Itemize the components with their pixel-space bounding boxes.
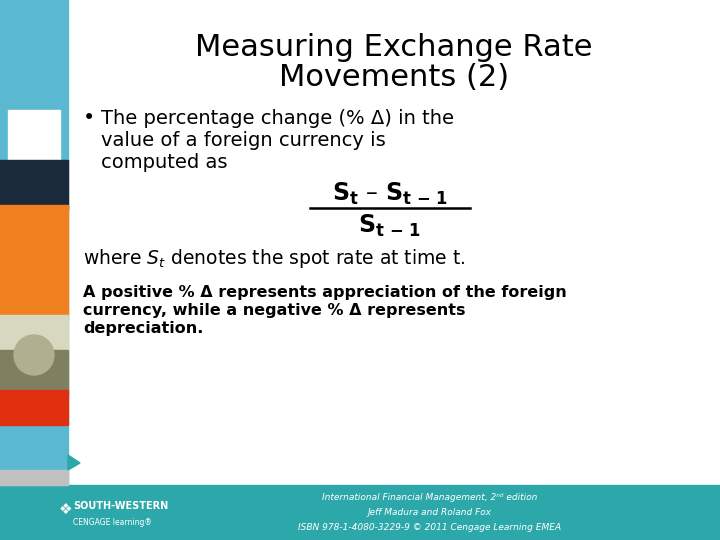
Bar bbox=[0, 350, 68, 395]
Bar bbox=[0, 160, 68, 210]
Bar bbox=[0, 485, 720, 540]
Text: Jeff Madura and Roland Fox: Jeff Madura and Roland Fox bbox=[368, 508, 492, 517]
Circle shape bbox=[14, 335, 54, 375]
Text: CENGAGE learning®: CENGAGE learning® bbox=[73, 518, 152, 527]
Text: $\mathbf{S_{t\,-\,1}}$: $\mathbf{S_{t\,-\,1}}$ bbox=[359, 213, 421, 239]
Text: International Financial Management, 2ⁿᵈ edition: International Financial Management, 2ⁿᵈ … bbox=[323, 492, 538, 502]
Bar bbox=[0, 0, 68, 485]
Text: computed as: computed as bbox=[101, 152, 228, 172]
Text: depreciation.: depreciation. bbox=[83, 321, 203, 335]
Bar bbox=[0, 205, 68, 320]
Text: SOUTH-WESTERN: SOUTH-WESTERN bbox=[73, 501, 168, 511]
Text: Measuring Exchange Rate: Measuring Exchange Rate bbox=[195, 33, 593, 63]
Text: $\mathbf{S_t}$$\mathbf{\ –\ }$$\mathbf{S_{t\,-\,1}}$: $\mathbf{S_t}$$\mathbf{\ –\ }$$\mathbf{S… bbox=[332, 181, 448, 207]
Bar bbox=[0, 470, 68, 485]
Text: ❖: ❖ bbox=[59, 502, 73, 517]
Text: currency, while a negative % Δ represents: currency, while a negative % Δ represent… bbox=[83, 302, 466, 318]
Text: where $S_t$ denotes the spot rate at time t.: where $S_t$ denotes the spot rate at tim… bbox=[83, 246, 466, 269]
Text: •: • bbox=[83, 108, 95, 128]
Bar bbox=[0, 390, 68, 425]
Text: The percentage change (% Δ) in the: The percentage change (% Δ) in the bbox=[101, 109, 454, 127]
Bar bbox=[8, 110, 60, 170]
Text: A positive % Δ represents appreciation of the foreign: A positive % Δ represents appreciation o… bbox=[83, 285, 567, 300]
Bar bbox=[0, 315, 68, 355]
Text: value of a foreign currency is: value of a foreign currency is bbox=[101, 131, 386, 150]
Text: Movements (2): Movements (2) bbox=[279, 64, 509, 92]
Polygon shape bbox=[68, 455, 80, 470]
Text: ISBN 978-1-4080-3229-9 © 2011 Cengage Learning EMEA: ISBN 978-1-4080-3229-9 © 2011 Cengage Le… bbox=[298, 523, 562, 532]
